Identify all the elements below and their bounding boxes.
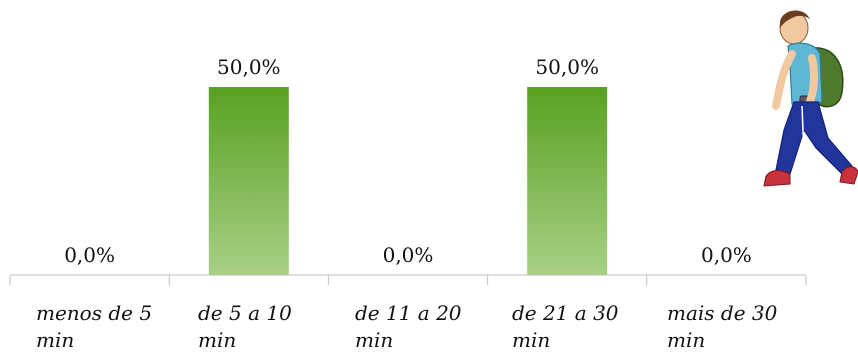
data-label-3: 50,0% [535,55,599,79]
category-label-line: min [667,328,706,352]
category-label-line: de 5 a 10 [198,301,292,325]
category-label-de-11-a-20-min: de 11 a 20 min [355,300,475,354]
category-label-line: min [512,328,551,352]
category-label-line: de 21 a 30 [512,301,619,325]
category-label-line: menos de 5 [36,301,153,325]
bar-1 [208,87,289,275]
walking-student-icon [763,10,858,187]
category-label-de-5-a-10-min: de 5 a 10 min [198,300,318,354]
category-label-line: mais de 30 [667,301,778,325]
category-label-menos-de-5-min: menos de 5 min [36,300,156,354]
data-label-1: 50,0% [217,55,281,79]
category-label-line: min [355,328,394,352]
data-label-4: 0,0% [701,243,752,267]
category-label-mais-de-30-min: mais de 30 min [667,300,787,354]
category-label-de-21-a-30-min: de 21 a 30 min [512,300,632,354]
category-label-line: de 11 a 20 [355,301,462,325]
data-label-2: 0,0% [383,243,434,267]
category-label-line: min [198,328,237,352]
bar-3 [527,87,608,275]
data-label-0: 0,0% [64,243,115,267]
category-label-line: min [36,328,75,352]
